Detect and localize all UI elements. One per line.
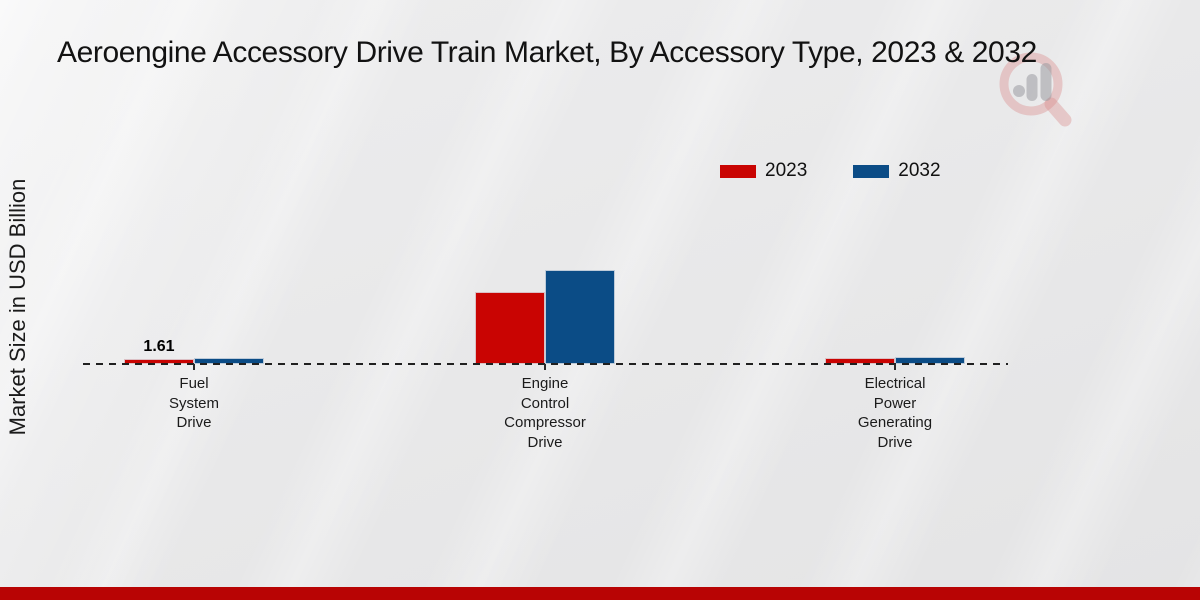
- x-axis-tick-electrical-power-generating-drive: [894, 364, 896, 370]
- magnifier-bar-chart-logo-icon: [999, 52, 1072, 127]
- legend-label-2023: 2023: [765, 160, 808, 181]
- chart-title: Aeroengine Accessory Drive Train Market,…: [57, 36, 1037, 69]
- x-axis-category-label-fuel-system-drive: Fuel System Drive: [168, 375, 219, 431]
- bar-2023-engine-control-compressor-drive: [475, 291, 545, 364]
- legend-item-2023: 2023: [720, 160, 807, 182]
- x-axis-tick-fuel-system-drive: [193, 364, 195, 370]
- bar-2032-engine-control-compressor-drive: [545, 270, 615, 364]
- legend: 2023 2032: [720, 160, 941, 182]
- legend-swatch-2023: [720, 164, 756, 178]
- x-axis-category-label-electrical-power-generating-drive: Electrical Power Generating Drive: [857, 375, 933, 451]
- legend-label-2032: 2032: [898, 160, 941, 181]
- x-axis-tick-engine-control-compressor-drive: [544, 364, 546, 370]
- legend-item-2032: 2032: [853, 160, 941, 182]
- bar-value-label-fuel-system-drive: 1.61: [143, 337, 175, 355]
- legend-swatch-2032: [853, 164, 890, 178]
- x-axis-category-label-engine-control-compressor-drive: Engine Control Compressor Drive: [504, 375, 586, 451]
- footer-accent-bar: [0, 587, 1200, 600]
